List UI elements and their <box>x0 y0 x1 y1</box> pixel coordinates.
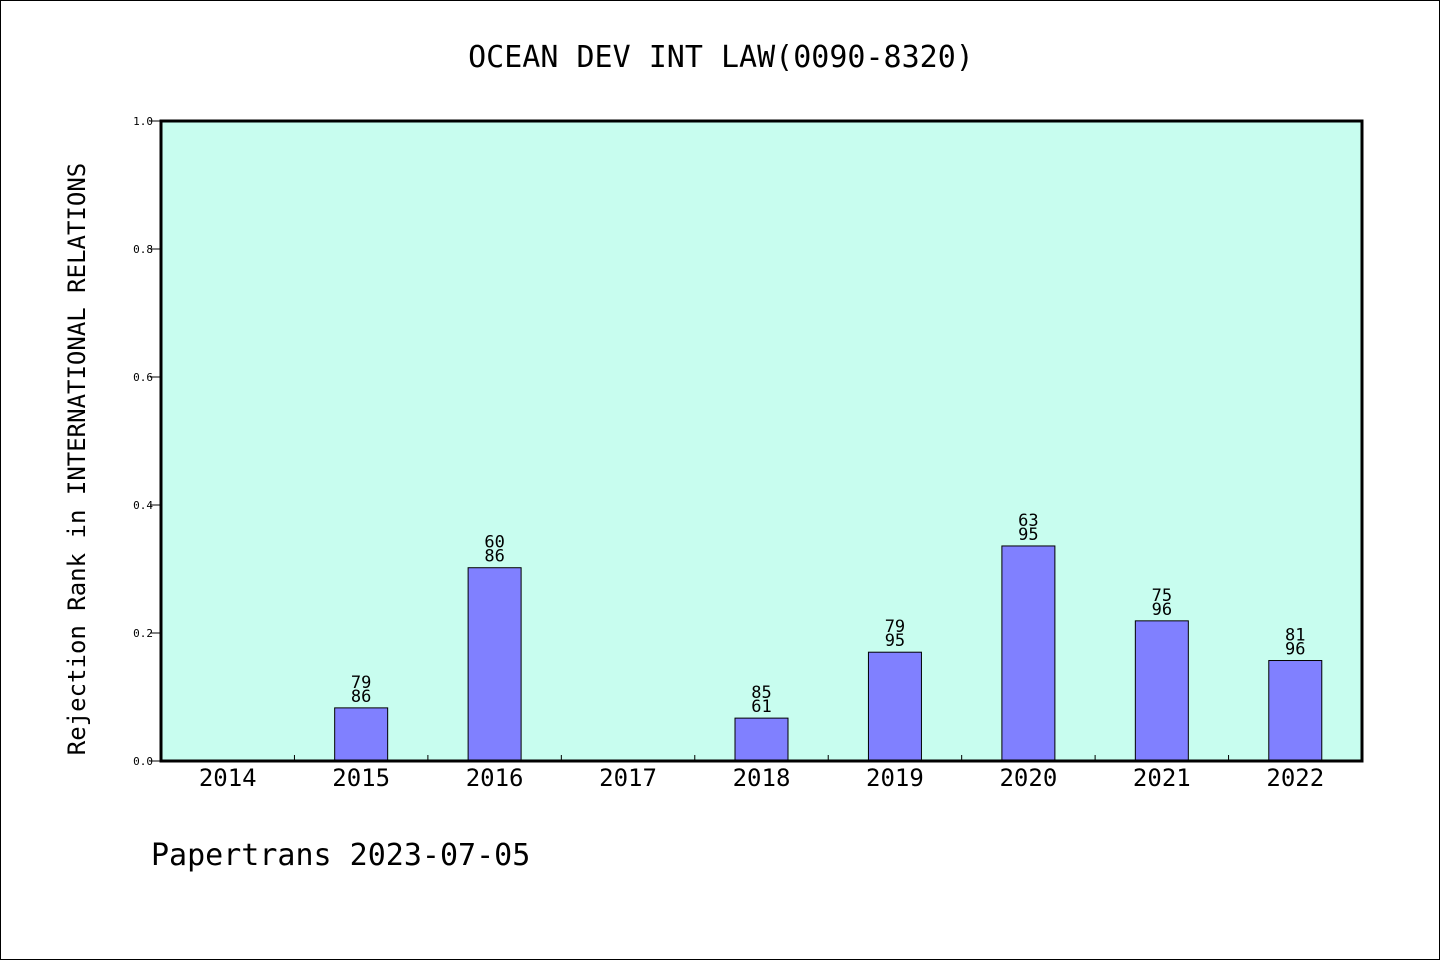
bar-2022 <box>1268 660 1323 762</box>
x-tick-label: 2017 <box>599 764 657 792</box>
bar-label-lower: 86 <box>484 547 504 567</box>
bar-label-lower: 86 <box>351 687 371 707</box>
plot-border <box>159 119 1364 763</box>
bar-label-upper: 79 <box>885 617 905 637</box>
bar-label-upper: 60 <box>484 533 504 553</box>
bar-2019 <box>867 651 922 762</box>
bars-layer <box>334 545 1323 762</box>
x-axis-ticks: 2014 2015 2016 2017 2018 2019 2020 2021 2022 <box>199 755 1324 792</box>
footer-credit: Papertrans 2023-07-05 <box>151 838 530 873</box>
bar-2020 <box>1001 545 1056 762</box>
bar-label-lower: 96 <box>1152 600 1172 620</box>
x-tick-label: 2020 <box>999 764 1057 792</box>
bar-label-upper: 79 <box>351 673 371 693</box>
bar-2021 <box>1134 620 1189 762</box>
x-tick-label: 2022 <box>1266 764 1324 792</box>
x-tick-label: 2015 <box>332 764 390 792</box>
bar-label-lower: 61 <box>751 697 771 717</box>
bar-label-upper: 85 <box>751 683 771 703</box>
bar-2016 <box>467 567 522 762</box>
y-tick-label: 1.0 <box>133 115 153 128</box>
bar-label-upper: 81 <box>1285 626 1305 646</box>
y-axis-ticks: 0.0 0.2 0.4 0.6 0.8 1.0 <box>133 115 161 768</box>
x-tick-label: 2018 <box>733 764 791 792</box>
bar-2018 <box>734 717 789 762</box>
chart-title: OCEAN DEV INT LAW(0090-8320) <box>468 40 974 75</box>
x-tick-label: 2014 <box>199 764 257 792</box>
bar-2015 <box>334 707 389 762</box>
x-tick-label: 2019 <box>866 764 924 792</box>
bar-label-lower: 95 <box>885 631 905 651</box>
bar-label-lower: 95 <box>1018 525 1038 545</box>
y-tick-label: 0.2 <box>133 627 153 640</box>
y-axis-label: Rejection Rank in INTERNATIONAL RELATION… <box>63 163 91 755</box>
y-tick-label: 0.8 <box>133 243 153 256</box>
bar-label-lower: 96 <box>1285 640 1305 660</box>
bar-label-upper: 63 <box>1018 511 1038 531</box>
x-tick-label: 2021 <box>1133 764 1191 792</box>
x-tick-label: 2016 <box>466 764 524 792</box>
y-tick-label: 0.4 <box>133 499 153 512</box>
bar-label-upper: 75 <box>1152 586 1172 606</box>
y-tick-label: 0.0 <box>133 755 153 768</box>
y-tick-label: 0.6 <box>133 371 153 384</box>
